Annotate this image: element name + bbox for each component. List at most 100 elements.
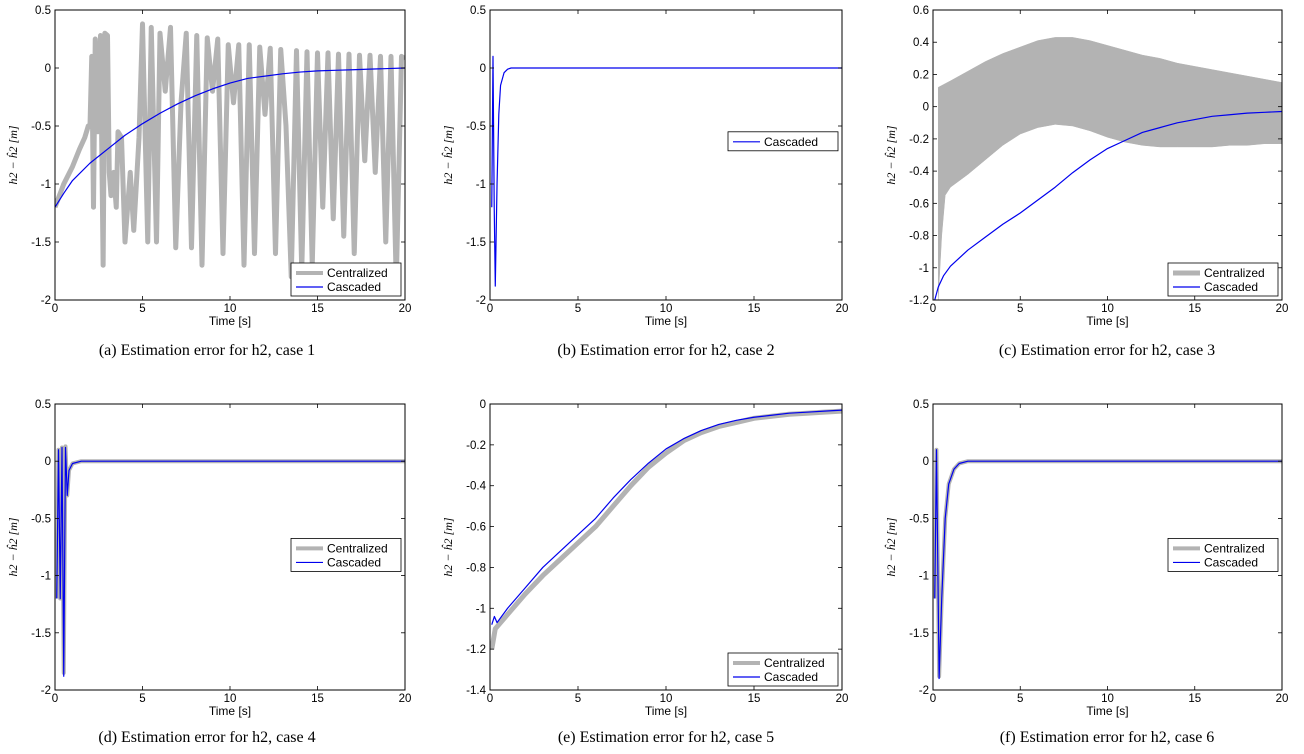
y-tick-label: 0.4 xyxy=(913,37,930,49)
y-tick-label: 0.5 xyxy=(35,5,51,17)
plot-area xyxy=(490,10,842,300)
panel-caption: (a) Estimation error for h2, case 1 xyxy=(99,342,315,359)
y-tick-label: -0.6 xyxy=(909,198,929,210)
x-tick-label: 15 xyxy=(748,693,761,705)
y-tick-label: -0.4 xyxy=(466,481,486,493)
y-tick-label: 0.5 xyxy=(470,5,486,17)
y-tick-label: 0 xyxy=(923,456,929,468)
legend-label-cascaded: Cascaded xyxy=(764,135,818,149)
legend-label-centralized: Centralized xyxy=(1204,541,1265,555)
y-tick-label: 0 xyxy=(480,399,486,411)
panel-a: 0 5 10 15 20 -2 -1.5 -1 -0.5 0 0.5 Time [s] h2 − ĥ2 … xyxy=(6,5,411,359)
x-tick-label: 15 xyxy=(1188,693,1201,705)
x-tick-label: 10 xyxy=(660,303,673,315)
y-tick-label: 0.2 xyxy=(913,69,929,81)
x-tick-label: 0 xyxy=(52,303,58,315)
panel-d: 0 5 10 15 20 -2 -1.5 -1 -0.5 0 0.5 Time [s] h2 − ĥ2 … xyxy=(6,399,411,746)
legend-label-cascaded: Cascaded xyxy=(327,280,381,294)
y-tick-label: -2 xyxy=(41,685,51,697)
x-tick-label: 5 xyxy=(1017,693,1023,705)
x-tick-label: 15 xyxy=(311,303,324,315)
legend-box xyxy=(727,652,839,687)
x-tick-label: 5 xyxy=(139,693,145,705)
series-line-centralized xyxy=(490,408,842,650)
y-tick-label: -1.5 xyxy=(31,237,51,249)
legend-box xyxy=(1167,262,1279,297)
legend-label-centralized: Centralized xyxy=(764,656,825,670)
y-tick-label: 0 xyxy=(45,456,51,468)
y-tick-label: -0.4 xyxy=(909,166,929,178)
panel-caption: (c) Estimation error for h2, case 3 xyxy=(999,342,1215,359)
y-tick-label: -0.2 xyxy=(909,134,929,146)
y-tick-label: -1.5 xyxy=(466,237,486,249)
series-line-cascaded xyxy=(491,409,842,625)
y-tick-label: -1 xyxy=(41,571,51,583)
legend-box xyxy=(1167,538,1279,572)
series-line-cascaded xyxy=(934,110,1282,300)
panel-caption: (d) Estimation error for h2, case 4 xyxy=(98,729,315,746)
legend-label-cascaded: Cascaded xyxy=(764,670,818,684)
y-tick-label: -2 xyxy=(919,685,929,697)
legend-box xyxy=(727,131,839,152)
x-tick-label: 0 xyxy=(930,303,936,315)
legend-label-centralized: Centralized xyxy=(327,266,388,280)
y-tick-label: -1 xyxy=(476,603,486,615)
series-line-cascaded xyxy=(934,449,1282,680)
x-tick-label: 10 xyxy=(1101,693,1114,705)
y-tick-label: -0.8 xyxy=(909,231,929,243)
legend-box xyxy=(290,538,402,572)
y-tick-label: -0.5 xyxy=(31,513,51,525)
panel-caption: (b) Estimation error for h2, case 2 xyxy=(557,342,774,359)
y-tick-label: -1.5 xyxy=(909,628,929,640)
legend-label-cascaded: Cascaded xyxy=(1204,555,1258,569)
y-tick-label: -0.8 xyxy=(466,562,486,574)
series-line-cascaded xyxy=(55,67,405,208)
x-axis-label: Time [s] xyxy=(645,704,687,718)
legend-box xyxy=(290,262,402,297)
legend-label-cascaded: Cascaded xyxy=(1204,280,1258,294)
y-axis-label: h2 − ĥ2 [m] xyxy=(6,517,20,576)
x-tick-label: 0 xyxy=(487,303,493,315)
x-tick-label: 5 xyxy=(139,303,145,315)
x-tick-label: 15 xyxy=(748,303,761,315)
y-tick-label: 0.5 xyxy=(35,399,51,411)
x-tick-label: 20 xyxy=(1276,303,1289,315)
y-axis-label: h2 − ĥ2 [m] xyxy=(6,125,20,184)
y-tick-label: -2 xyxy=(476,295,486,307)
x-axis-label: Time [s] xyxy=(1086,704,1128,718)
panel-caption: (e) Estimation error for h2, case 5 xyxy=(558,729,774,746)
legend-label-cascaded: Cascaded xyxy=(327,555,381,569)
x-tick-label: 10 xyxy=(660,693,673,705)
y-tick-label: -1 xyxy=(919,263,929,275)
y-axis-label: h2 − ĥ2 [m] xyxy=(884,517,898,576)
legend-label-centralized: Centralized xyxy=(327,541,388,555)
x-tick-label: 15 xyxy=(1188,303,1201,315)
y-tick-label: -0.5 xyxy=(31,121,51,133)
y-tick-label: -0.5 xyxy=(466,121,486,133)
x-tick-label: 10 xyxy=(224,303,237,315)
y-tick-label: -0.2 xyxy=(466,440,486,452)
y-axis-label: h2 − ĥ2 [m] xyxy=(884,125,898,184)
x-tick-label: 20 xyxy=(399,303,412,315)
x-tick-label: 20 xyxy=(836,693,849,705)
series-line-centralized xyxy=(55,21,405,286)
y-tick-label: -1 xyxy=(476,179,486,191)
y-tick-label: -2 xyxy=(41,295,51,307)
x-tick-label: 10 xyxy=(224,693,237,705)
x-tick-label: 20 xyxy=(836,303,849,315)
y-tick-label: -1.2 xyxy=(909,295,929,307)
y-tick-label: 0.6 xyxy=(913,5,929,17)
x-axis-label: Time [s] xyxy=(645,314,687,328)
x-tick-label: 5 xyxy=(575,693,581,705)
y-axis-label: h2 − ĥ2 [m] xyxy=(441,125,455,184)
y-tick-label: -1.2 xyxy=(466,644,486,656)
panel-e: 0 5 10 15 20 -1.4 -1.2 -1 -0.8 -0.6 -0.4 -0.2 0 Time … xyxy=(441,399,848,746)
x-axis-label: Time [s] xyxy=(209,314,251,328)
series-line-cascaded xyxy=(56,446,405,677)
y-tick-label: -0.5 xyxy=(909,513,929,525)
x-tick-label: 10 xyxy=(1101,303,1114,315)
